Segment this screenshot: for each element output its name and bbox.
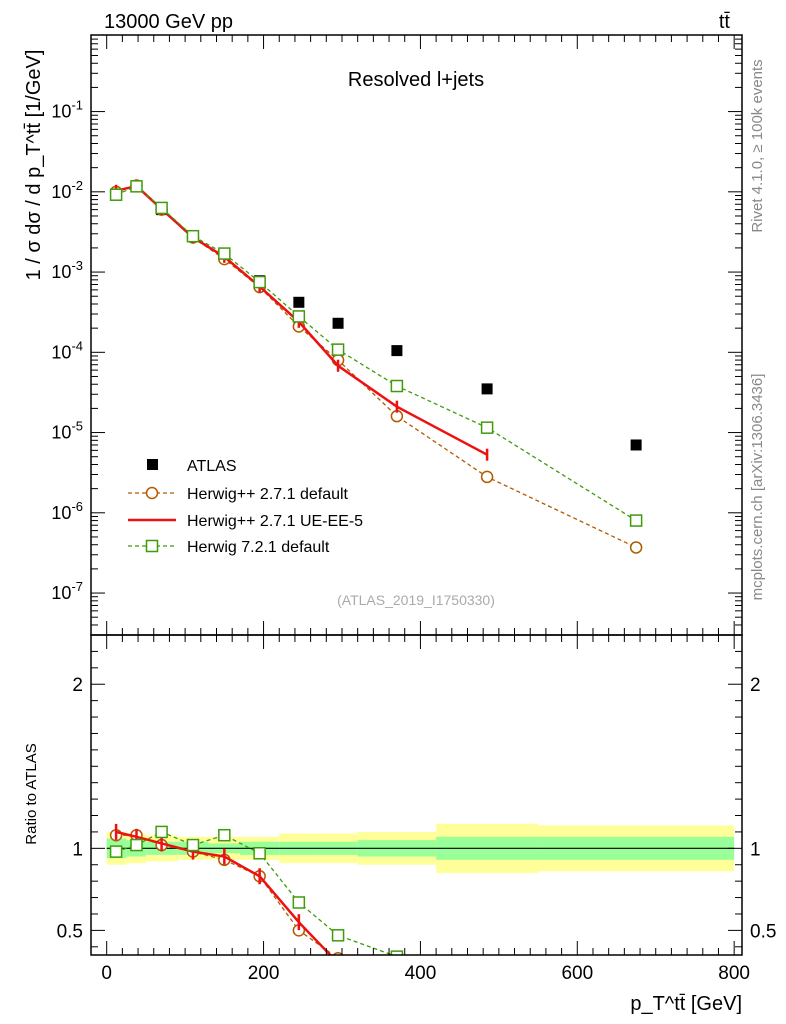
atlas-data-point	[391, 345, 403, 357]
x-tick-label: 400	[405, 963, 437, 984]
legend-herwig7-label: Herwig 7.2.1 default	[187, 539, 330, 556]
ratio-y-tick-label: 0.5	[57, 921, 83, 942]
ratio-herwig7-point	[186, 838, 200, 852]
main-y-tick-label: 10-7	[51, 579, 83, 603]
main-y-tick-label: 10-1	[51, 98, 83, 122]
ratio-herwig7-point	[253, 847, 266, 860]
legend-herwig-default-marker	[145, 486, 159, 500]
ratio-herwig7-point	[155, 825, 168, 839]
ratio-y-tick-label-right: 1	[750, 839, 761, 860]
herwig7-point	[390, 379, 404, 393]
ratio-herwig7-point	[130, 838, 143, 852]
ratio-series-group	[109, 823, 493, 993]
legend-atlas-marker	[147, 459, 158, 470]
main-y-tick-label: 10-3	[51, 258, 83, 282]
ratio-plot-area	[106, 823, 735, 993]
chart-title: Resolved l+jets	[348, 69, 484, 91]
main-y-axis-label: 1 / σ dσ / d p_T^tt̄ [1/GeV]	[23, 50, 45, 281]
process-label: tt̄	[719, 11, 731, 33]
legend: ATLAS Herwig++ 2.7.1 default Herwig++ 2.…	[128, 458, 363, 556]
ratio-ticks: 0.5 0.5 1 1 2 2 0 200 400 600 800	[57, 635, 776, 984]
main-y-tick-label: 10-5	[51, 419, 83, 443]
ratio-herwig7-point	[109, 845, 123, 858]
ratio-y-tick-label-right: 2	[750, 675, 761, 696]
legend-herwig-default-label: Herwig++ 2.7.1 default	[187, 486, 349, 503]
ratio-line-1	[115, 830, 332, 955]
ratio-y-tick-label: 1	[72, 839, 83, 860]
ratio-herwig-default-point	[391, 982, 402, 993]
atlas-data-point	[630, 439, 642, 451]
energy-label: 13000 GeV pp	[104, 11, 233, 33]
main-y-tick-label: 10-6	[51, 499, 83, 523]
atlas-data-point	[481, 383, 493, 395]
main-ticks: 10-1 10-2 10-3 10-4 10-5 10-6 10-7	[51, 34, 742, 636]
herwig7-point	[109, 188, 123, 201]
ratio-y-axis-label: Ratio to ATLAS	[23, 743, 40, 844]
herwig7-point	[480, 421, 494, 434]
x-tick-label: 200	[248, 963, 280, 984]
rivet-label: Rivet 4.1.0, ≥ 100k events	[749, 59, 766, 232]
ratio-line-2	[115, 831, 395, 955]
main-y-tick-label: 10-2	[51, 178, 83, 202]
herwig7-point	[253, 275, 266, 289]
main-panel: 10-1 10-2 10-3 10-4 10-5 10-6 10-7 Resolved l+…	[23, 34, 743, 636]
legend-herwig-ueee5-label: Herwig++ 2.7.1 UE-EE-5	[187, 513, 363, 530]
herwig7-point	[186, 229, 200, 243]
herwig7-point	[218, 247, 231, 260]
ratio-panel: 0.5 0.5 1 1 2 2 0 200 400 600 800 Ratio to ATLAS p…	[23, 634, 776, 1015]
herwig-default-point	[480, 470, 494, 484]
herwig-default-point	[629, 541, 643, 554]
main-y-tick-label: 10-4	[51, 338, 83, 362]
herwig7-point	[130, 180, 143, 193]
herwig7-point	[629, 514, 643, 527]
herwig7-point	[292, 310, 306, 323]
herwig7-point	[155, 201, 168, 215]
ratio-herwig7-point	[331, 929, 345, 942]
watermark-label: (ATLAS_2019_I1750330)	[337, 592, 495, 608]
atlas-data-point	[293, 296, 305, 308]
ratio-herwig7-point	[292, 896, 306, 909]
legend-atlas-label: ATLAS	[187, 458, 237, 475]
ratio-y-tick-label-right: 0.5	[750, 921, 776, 942]
x-tick-label: 600	[561, 963, 593, 984]
main-plot-area	[109, 179, 643, 554]
herwig7-point	[331, 343, 345, 356]
ratio-herwig7-point	[390, 950, 404, 955]
atlas-data-point	[332, 317, 344, 329]
mcplots-label: mcplots.cern.ch [arXiv:1306.3436]	[749, 374, 766, 601]
ratio-herwig7-point	[218, 828, 231, 842]
ratio-frame	[90, 634, 743, 956]
x-tick-label: 800	[718, 963, 750, 984]
ratio-herwig7-point	[482, 958, 493, 969]
ratio-y-tick-label: 2	[72, 675, 83, 696]
x-axis-label: p_T^tt̄ [GeV]	[630, 993, 742, 1015]
x-tick-label: 0	[101, 963, 112, 984]
legend-herwig7-marker	[145, 539, 159, 553]
